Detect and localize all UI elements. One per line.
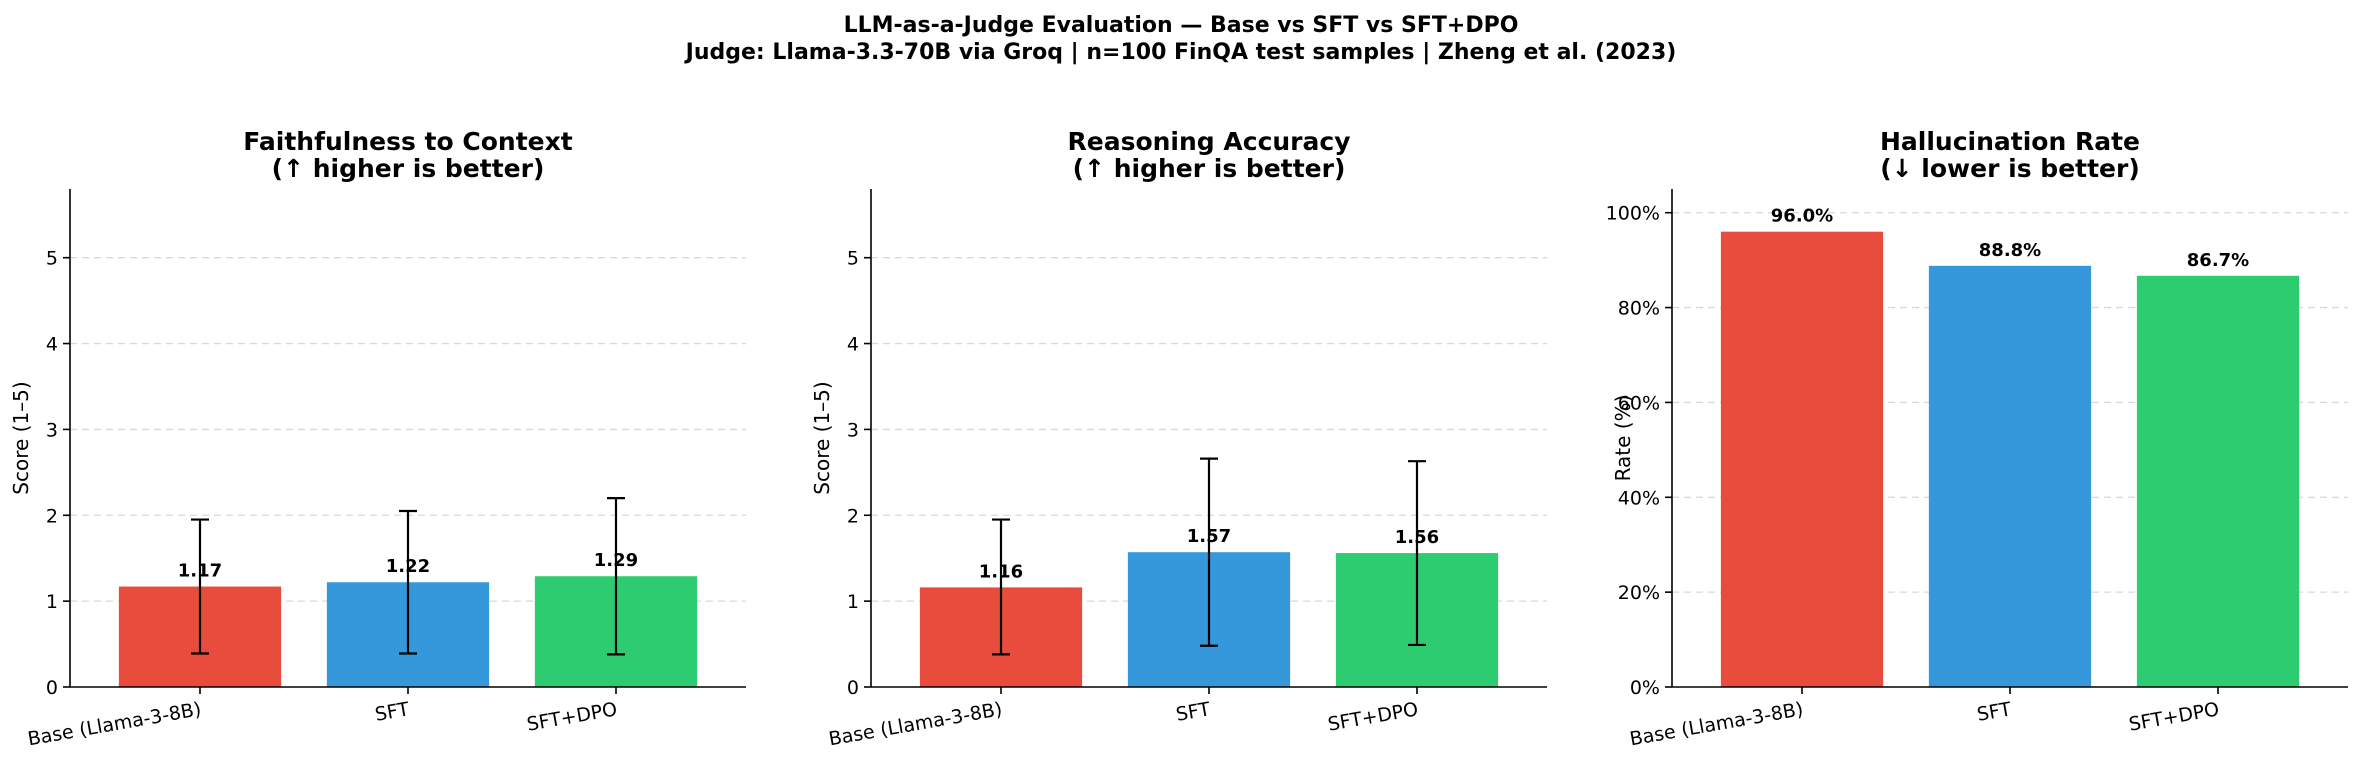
panel-subtitle: (↓ lower is better) (1880, 154, 2140, 183)
value-label-base-llama-3-8b: 1.17 (178, 561, 222, 582)
value-label-base-llama-3-8b: 1.16 (979, 561, 1023, 582)
panel-title: Reasoning Accuracy (1068, 127, 1351, 156)
error-bar-base-llama-3-8b (191, 518, 209, 655)
y-tick-label: 3 (847, 419, 859, 441)
figure-subtitle: Judge: Llama-3.3-70B via Groq | n=100 Fi… (685, 40, 1677, 65)
x-tick-label-sft-dpo: SFT+DPO (1326, 698, 1420, 736)
error-bar-sft-dpo (607, 497, 625, 656)
y-tick-label: 4 (847, 334, 859, 356)
y-tick-label: 2 (847, 505, 859, 527)
y-tick-label: 3 (46, 419, 58, 441)
x-tick-label-base-llama-3-8b: Base (Llama-3-8B) (26, 698, 203, 750)
y-tick-label: 20% (1618, 582, 1660, 604)
value-label-sft: 1.57 (1187, 526, 1231, 547)
error-bar-sft (1200, 457, 1218, 647)
y-tick-label: 80% (1618, 298, 1660, 320)
x-tick-label-base-llama-3-8b: Base (Llama-3-8B) (827, 698, 1004, 750)
y-tick-label: 60% (1618, 392, 1660, 414)
y-tick-label: 0 (847, 677, 859, 699)
y-tick-label: 4 (46, 334, 58, 356)
x-tick-label-base-llama-3-8b: Base (Llama-3-8B) (1628, 698, 1805, 750)
panel-title: Faithfulness to Context (243, 127, 572, 156)
error-bar-sft (399, 509, 417, 655)
bar-sft-dpo (2136, 275, 2300, 687)
value-label-sft: 88.8% (1979, 240, 2041, 261)
y-tick-label: 2 (46, 505, 58, 527)
y-tick-label: 100% (1606, 203, 1660, 225)
y-axis-label: Rate (%) (1611, 395, 1635, 482)
y-axis-label: Score (1–5) (810, 381, 834, 494)
y-tick-label: 0 (46, 677, 58, 699)
x-tick-label-sft: SFT (1975, 698, 2013, 726)
x-tick-label-sft: SFT (1174, 698, 1212, 726)
panel-title: Hallucination Rate (1880, 127, 2140, 156)
faithfulness-chart: Faithfulness to Context(↑ higher is bett… (9, 127, 746, 750)
hallucination-rate-chart: Hallucination Rate(↓ lower is better) 0% 2… (1606, 127, 2348, 750)
y-tick-label: 0% (1630, 677, 1660, 699)
y-tick-label: 5 (46, 248, 58, 270)
value-label-sft: 1.22 (386, 556, 430, 577)
error-bar-base-llama-3-8b (992, 518, 1010, 656)
panel-subtitle: (↑ higher is better) (1073, 154, 1346, 183)
value-label-sft-dpo: 86.7% (2187, 250, 2249, 271)
y-tick-label: 1 (847, 591, 859, 613)
figure-title: LLM-as-a-Judge Evaluation — Base vs SFT … (843, 13, 1519, 38)
y-tick-label: 5 (847, 248, 859, 270)
bar-sft (1928, 265, 2092, 687)
y-tick-label: 1 (46, 591, 58, 613)
x-tick-label-sft-dpo: SFT+DPO (525, 698, 619, 736)
y-tick-label: 40% (1618, 487, 1660, 509)
value-label-sft-dpo: 1.29 (594, 550, 638, 571)
reasoning-accuracy-chart: Reasoning Accuracy(↑ higher is better) 0 1… (810, 127, 1547, 750)
value-label-base-llama-3-8b: 96.0% (1771, 206, 1833, 227)
value-label-sft-dpo: 1.56 (1395, 527, 1439, 548)
error-bar-sft-dpo (1408, 460, 1426, 647)
panel-subtitle: (↑ higher is better) (272, 154, 545, 183)
bar-base-llama-3-8b (1720, 231, 1884, 687)
x-tick-label-sft: SFT (373, 698, 411, 726)
y-axis-label: Score (1–5) (9, 381, 33, 494)
x-tick-label-sft-dpo: SFT+DPO (2127, 698, 2221, 736)
